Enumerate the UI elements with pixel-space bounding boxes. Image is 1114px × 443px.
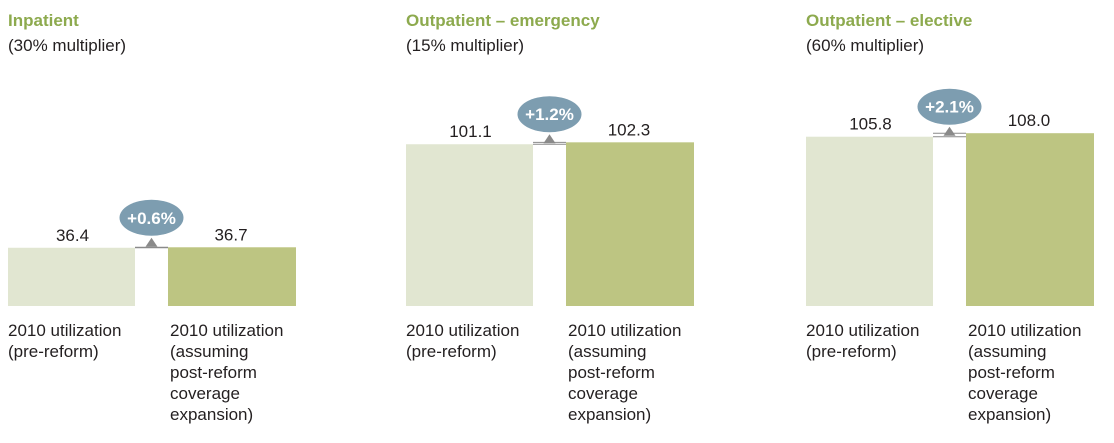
chart-panel: Outpatient – elective (60% multiplier) 105…	[806, 0, 1114, 443]
category-label-pre-reform: 2010 utilization (pre-reform)	[8, 321, 122, 361]
bar-post-reform	[168, 247, 296, 306]
bar-post-reform	[966, 133, 1094, 306]
change-bubble	[517, 96, 582, 133]
value-label-pre-reform: 101.1	[449, 122, 492, 141]
value-label-post-reform: 36.7	[214, 225, 247, 244]
chart-title: Inpatient	[8, 11, 79, 30]
chart-plot: 36.4 36.7 +0.6%	[8, 199, 296, 306]
chart-subtitle: (30% multiplier)	[8, 36, 127, 55]
up-arrow-icon	[543, 134, 556, 144]
category-label-post-reform: 2010 utilization (assuming post-reform c…	[568, 321, 682, 424]
change-percent-label: +2.1%	[925, 98, 974, 117]
category-label-pre-reform: 2010 utilization (pre-reform)	[806, 321, 920, 361]
chart-panel: Outpatient – emergency (15% multiplier) 10…	[406, 0, 716, 443]
category-label-post-reform: 2010 utilization (assuming post-reform c…	[968, 321, 1082, 424]
value-label-pre-reform: 105.8	[849, 115, 892, 134]
value-label-post-reform: 102.3	[608, 120, 651, 139]
bar-post-reform	[566, 142, 694, 306]
up-arrow-icon	[145, 237, 158, 247]
chart-subtitle: (60% multiplier)	[806, 36, 925, 55]
up-arrow-icon	[943, 126, 956, 136]
chart-panel: Inpatient (30% multiplier) 36.4 36.7 +0.6% 20…	[8, 0, 318, 443]
chart-title: Outpatient – emergency	[406, 11, 600, 30]
change-percent-label: +1.2%	[525, 105, 574, 124]
chart-subtitle: (15% multiplier)	[406, 36, 525, 55]
change-bubble	[119, 199, 184, 236]
category-label-pre-reform: 2010 utilization (pre-reform)	[406, 321, 520, 361]
category-label-post-reform: 2010 utilization (assuming post-reform c…	[170, 321, 284, 424]
value-label-post-reform: 108.0	[1008, 111, 1051, 130]
chart-plot: 105.8 108.0 +2.1%	[806, 88, 1094, 306]
bar-pre-reform	[806, 136, 933, 306]
change-percent-label: +0.6%	[127, 209, 176, 228]
bar-pre-reform	[8, 247, 135, 306]
change-bubble	[917, 88, 982, 125]
bar-pre-reform	[406, 144, 533, 306]
chart-title: Outpatient – elective	[806, 11, 973, 30]
value-label-pre-reform: 36.4	[56, 226, 89, 245]
chart-plot: 101.1 102.3 +1.2%	[406, 96, 694, 306]
